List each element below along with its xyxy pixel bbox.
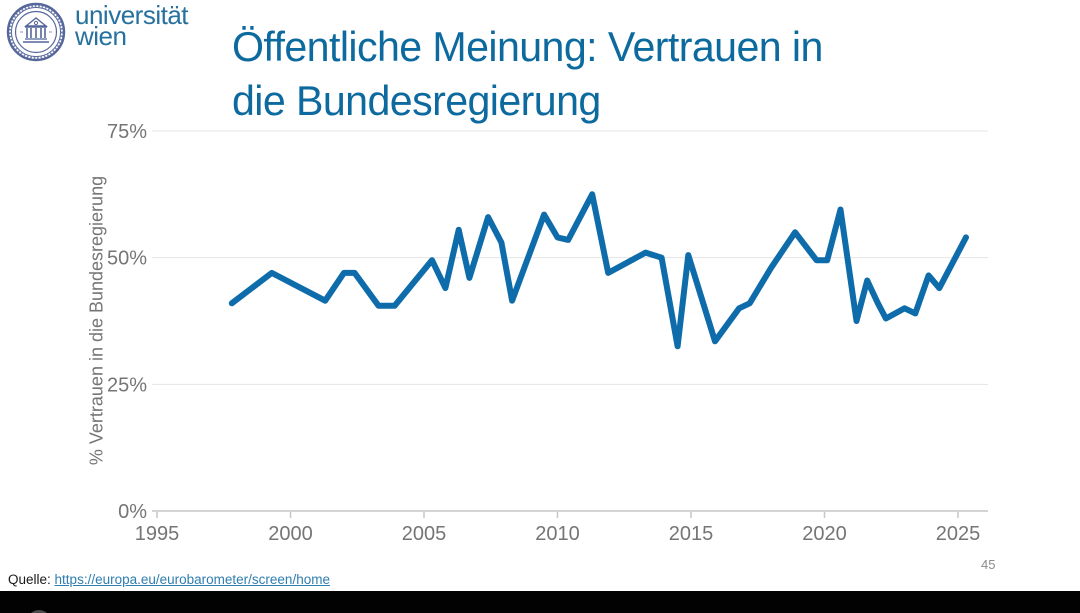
- page-number: 45: [981, 557, 996, 572]
- x-tick-label-2000: 2000: [268, 523, 313, 545]
- presenter-avatar-arc: [27, 610, 51, 613]
- slide-title-line-1: Öffentliche Meinung: Vertrauen in: [232, 23, 823, 70]
- series-line-0: [228, 191, 969, 350]
- university-wordmark: universität wien: [75, 0, 189, 52]
- x-tick-label-1995: 1995: [135, 523, 180, 545]
- source-line: Quelle: https://europa.eu/eurobarometer/…: [8, 572, 330, 587]
- source-link[interactable]: https://europa.eu/eurobarometer/screen/h…: [54, 572, 330, 587]
- x-tick-label-2020: 2020: [802, 523, 847, 545]
- x-tick-label-2015: 2015: [669, 523, 714, 545]
- x-tick-label-2025: 2025: [936, 523, 981, 545]
- y-tick-label-0: 0%: [118, 501, 147, 523]
- wordmark-line-1: universität: [75, 0, 189, 30]
- wordmark-line-2: wien: [75, 21, 127, 52]
- x-tick-label-2005: 2005: [402, 523, 447, 545]
- y-tick-label-75: 75%: [107, 121, 147, 143]
- y-tick-label-25: 25%: [107, 374, 147, 396]
- university-seal-icon: [6, 2, 66, 62]
- video-overlay-bar: [0, 591, 1080, 613]
- university-logo: universität wien: [6, 0, 189, 62]
- y-axis-title: % Vertrauen in die Bundesregierung: [86, 175, 107, 466]
- x-tick-label-2010: 2010: [535, 523, 580, 545]
- slide-title-line-2: die Bundesregierung: [232, 76, 601, 124]
- source-label: Quelle:: [8, 572, 51, 587]
- slide-title: Öffentliche Meinung: Vertrauen in die Bu…: [232, 20, 957, 128]
- y-tick-label-50: 50%: [107, 248, 147, 270]
